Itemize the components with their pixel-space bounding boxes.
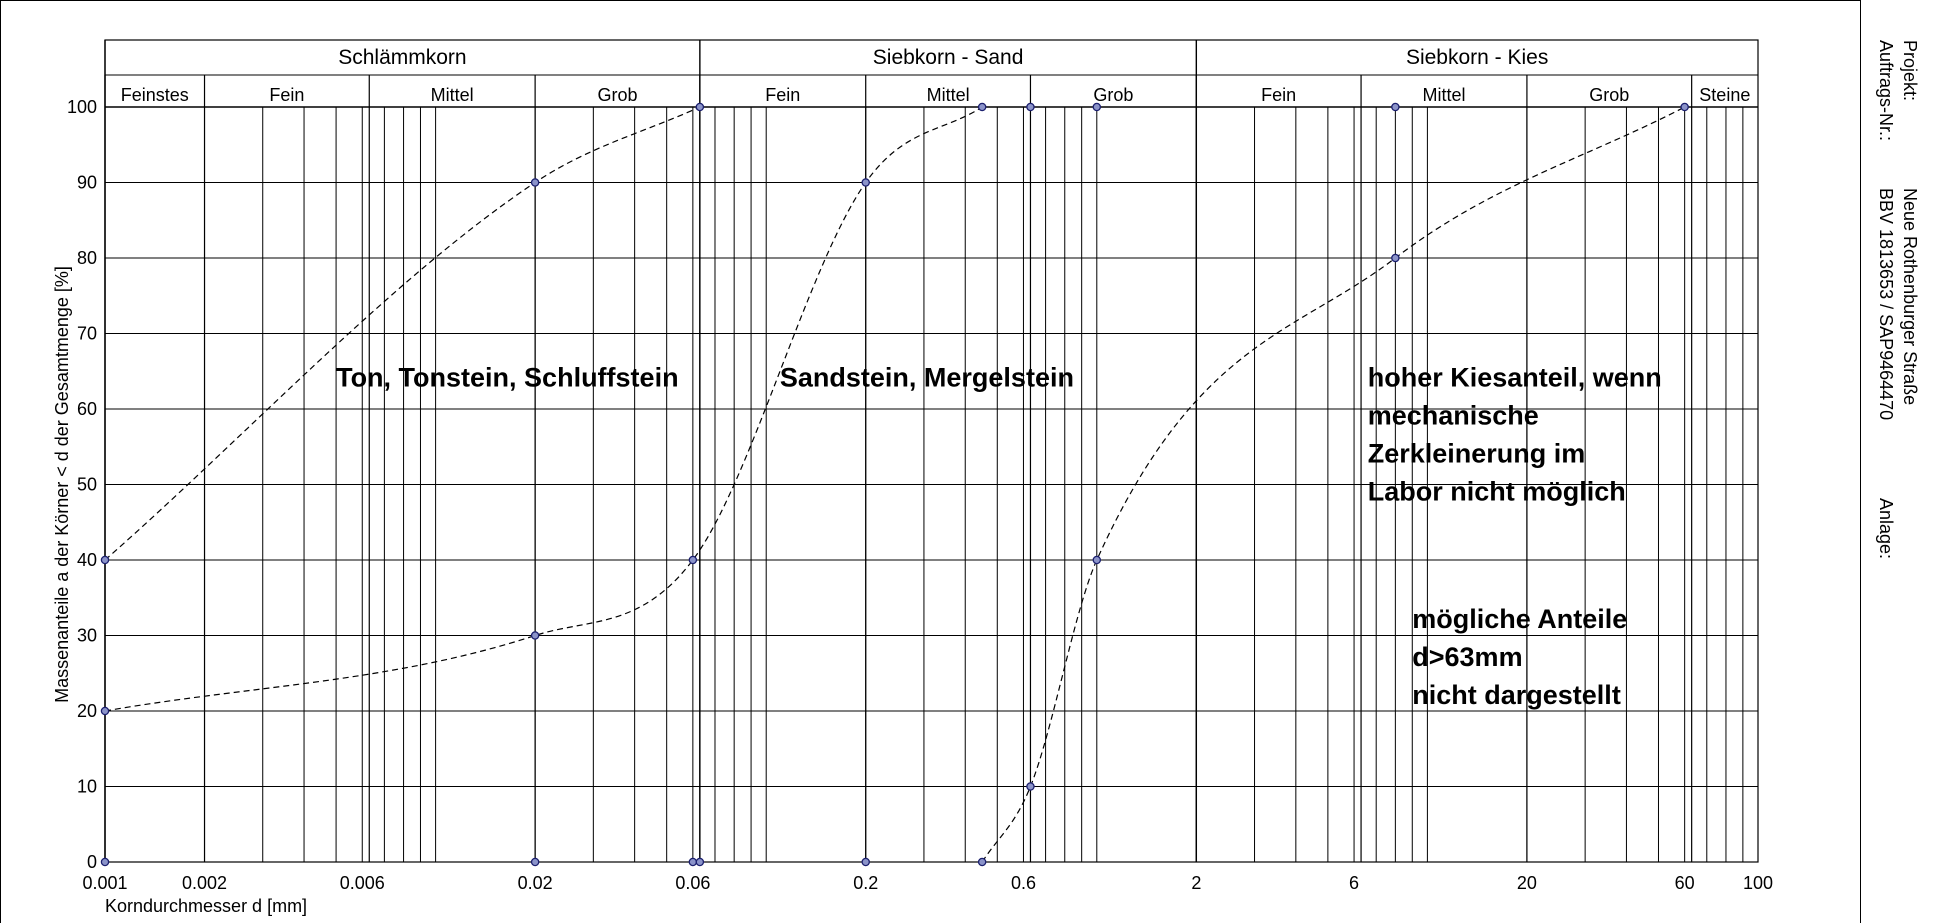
data-point-marker [530,178,540,187]
x-tick-label: 60 [1675,873,1695,893]
group-label: Schlämmkorn [338,46,466,69]
data-point-marker [1391,253,1400,263]
data-point-marker [695,102,705,112]
x-tick-label: 0.2 [853,873,878,893]
y-tick-label: 20 [77,701,97,721]
data-point-marker [695,857,705,867]
x-tick-label: 0.6 [1011,873,1036,893]
data-point-marker [1026,102,1035,112]
anlage-label: Anlage: [1876,498,1896,560]
annotation-text: Sandstein, Mergelstein [780,362,1074,392]
projekt-value: Neue Rothenburger Straße [1900,188,1920,406]
data-point-marker [861,178,870,187]
y-tick-label: 70 [77,324,97,344]
fraction-label: Feinstes [121,85,189,105]
grading-curve-line [104,106,701,561]
data-point-marker [1092,102,1102,112]
annotation-line: mögliche Anteile [1412,604,1627,634]
x-axis-label: Korndurchmesser d [mm] [105,896,307,916]
y-tick-label: 80 [77,248,97,268]
fraction-label: Grob [1589,85,1629,105]
data-point-marker [688,555,698,565]
x-tick-label: 2 [1191,873,1201,893]
data-point-marker [977,102,987,112]
auftrag-value: BBV 1813653 / SAP9464470 [1876,188,1896,421]
data-point-marker [861,857,870,867]
grain-size-chart: Schlämmkorn Siebkorn - Sand Siebkorn - Kie… [0,0,1860,923]
data-point-marker [977,857,987,867]
annotation-text: Ton, Tonstein, Schluffstein [336,362,678,392]
fraction-label: Mittel [1422,85,1465,105]
y-tick-label: 40 [77,550,97,570]
fraction-label: Fein [765,85,800,105]
annotation-line: d>63mm [1412,642,1522,672]
grading-curves [100,102,1689,867]
annotation-line: Labor nicht möglich [1368,476,1626,506]
data-point-marker [530,857,540,867]
x-tick-label: 100 [1743,873,1773,893]
y-axis-label: Massenanteile a der Körner < d der Gesam… [52,266,72,703]
x-tick-label: 0.006 [340,873,385,893]
x-tick-label: 20 [1517,873,1537,893]
y-tick-label: 0 [87,852,97,872]
annotation-line: nicht dargestellt [1412,680,1621,710]
annotation-line: hoher Kiesanteil, wenn [1368,362,1662,392]
group-label: Siebkorn - Sand [873,46,1024,69]
fraction-label: Mittel [431,85,474,105]
data-point-marker [1391,102,1400,112]
annotations: Ton, Tonstein, Schluffstein Sandstein, Me… [336,362,1662,710]
auftrag-label: Auftrags-Nr.: [1876,40,1896,142]
y-tick-label: 90 [77,173,97,193]
projekt-label: Projekt: [1900,40,1920,102]
data-point-marker [100,857,110,867]
data-point-marker [1092,555,1102,565]
annotation-line: mechanische [1368,400,1539,430]
data-point-marker [530,631,540,640]
fraction-header: Schlämmkorn Siebkorn - Sand Siebkorn - Kie… [104,39,1759,863]
data-point-marker [100,706,110,716]
x-tick-label: 0.002 [182,873,227,893]
fraction-label: Steine [1699,85,1750,105]
side-panel-divider [1860,0,1861,923]
x-tick-label: 6 [1349,873,1359,893]
group-label: Siebkorn - Kies [1406,46,1548,69]
x-tick-label: 0.06 [675,873,710,893]
data-point-marker [688,857,698,867]
annotation-line: Sandstein, Mergelstein [780,362,1074,392]
y-tick-label: 50 [77,475,97,495]
fraction-label: Fein [269,85,304,105]
annotation-text: mögliche Anteile d>63mm nicht dargestellt [1412,604,1627,710]
annotation-line: Ton, Tonstein, Schluffstein [336,362,678,392]
axes: 0 10 20 30 40 50 60 70 80 90 100 0.001 0.002 0.006 0.0… [52,97,1773,916]
data-point-marker [1026,782,1035,791]
y-tick-label: 100 [67,97,97,117]
y-tick-label: 60 [77,399,97,419]
data-point-marker [1680,102,1689,112]
y-tick-label: 30 [77,626,97,646]
annotation-text: hoher Kiesanteil, wenn mechanische Zerklei… [1368,362,1662,506]
fraction-label: Grob [597,85,637,105]
fraction-label: Grob [1093,85,1133,105]
x-tick-label: 0.001 [82,873,127,893]
fraction-label: Fein [1261,85,1296,105]
annotation-line: Zerkleinerung im [1368,438,1586,468]
data-point-marker [100,555,110,565]
fraction-label: Mittel [927,85,970,105]
x-tick-label: 0.02 [518,873,553,893]
y-tick-label: 10 [77,777,97,797]
